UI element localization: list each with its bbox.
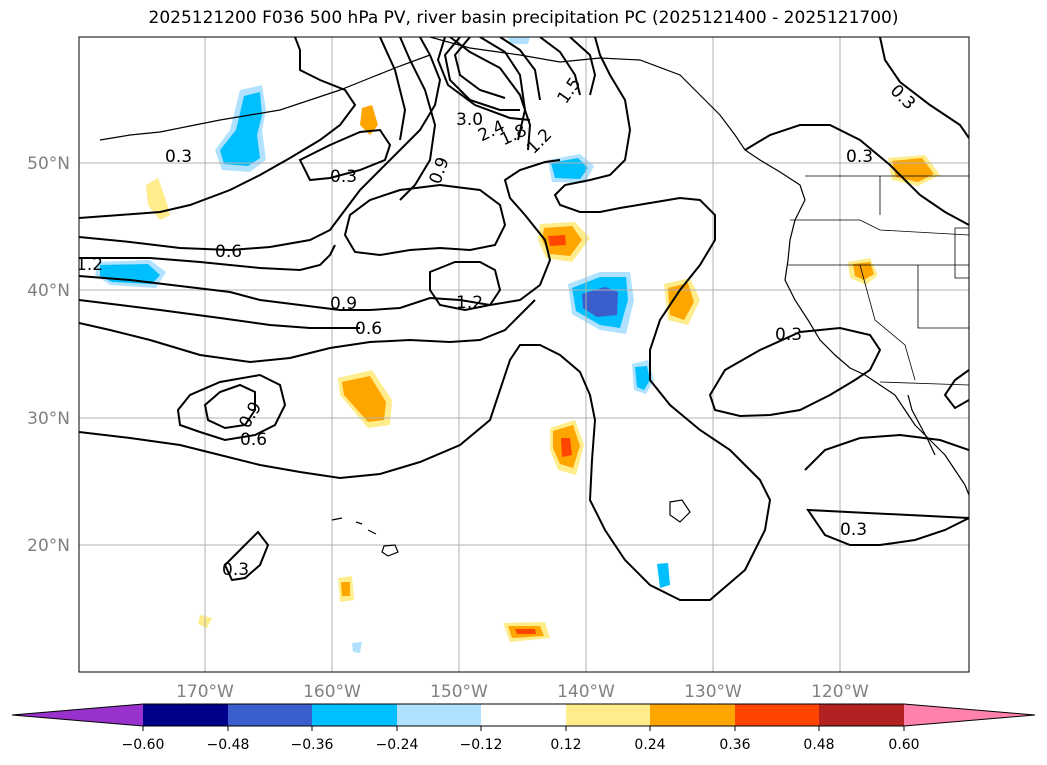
colorbar: −0.60 −0.48 −0.36 −0.24 −0.12 0.12 0.24 … bbox=[11, 703, 1036, 753]
colorbar-tick-label: −0.48 bbox=[207, 737, 250, 753]
chart-title: 2025121200 F036 500 hPa PV, river basin … bbox=[148, 8, 899, 28]
colorbar-segment bbox=[650, 704, 735, 726]
colorbar-tick-label: 0.48 bbox=[803, 737, 834, 753]
coastlines bbox=[99, 37, 969, 557]
contour-label: 0.3 bbox=[840, 520, 867, 540]
colorbar-segment bbox=[566, 704, 650, 726]
colorbar-segment bbox=[312, 704, 397, 726]
lon-label: 130°W bbox=[684, 682, 742, 702]
latitude-labels: 50°N 40°N 30°N 20°N bbox=[27, 154, 70, 556]
contour-label: 0.6 bbox=[215, 242, 242, 262]
pv-contours bbox=[79, 37, 969, 601]
colorbar-tick-label: 0.36 bbox=[719, 737, 750, 753]
state-boundaries bbox=[788, 175, 969, 386]
lat-label: 30°N bbox=[27, 409, 70, 429]
contour-label: 0.6 bbox=[240, 430, 267, 450]
contour-label: 1.2 bbox=[456, 293, 483, 313]
lon-label: 120°W bbox=[811, 682, 869, 702]
colorbar-tick-label: 0.60 bbox=[888, 737, 919, 753]
colorbar-segment bbox=[481, 704, 566, 726]
map-frame bbox=[78, 36, 970, 673]
contour-label: 3.0 bbox=[456, 110, 483, 130]
colorbar-segment bbox=[397, 704, 481, 726]
colorbar-segment bbox=[735, 704, 819, 726]
contour-label: 0.3 bbox=[330, 167, 357, 187]
colorbar-tick-label: 0.12 bbox=[550, 737, 581, 753]
colorbar-segment bbox=[143, 704, 228, 726]
lon-label: 170°W bbox=[176, 682, 234, 702]
contour-label: 0.3 bbox=[846, 147, 873, 167]
lat-label: 40°N bbox=[27, 281, 70, 301]
colorbar-extend-right bbox=[904, 704, 1035, 726]
longitude-labels: 170°W 160°W 150°W 140°W 130°W 120°W bbox=[176, 682, 869, 702]
lon-label: 160°W bbox=[303, 682, 361, 702]
contour-label: 0.9 bbox=[330, 294, 357, 314]
colorbar-tick-label: −0.36 bbox=[291, 737, 334, 753]
contour-label: 0.3 bbox=[222, 560, 249, 580]
colorbar-tick-label: −0.24 bbox=[376, 737, 419, 753]
contour-label: 0.3 bbox=[775, 325, 802, 345]
colorbar-tick-label: 0.24 bbox=[634, 737, 665, 753]
contour-label: 0.6 bbox=[355, 319, 382, 339]
colorbar-segment bbox=[228, 704, 312, 726]
lon-label: 140°W bbox=[557, 682, 615, 702]
contour-label: 0.3 bbox=[165, 147, 192, 167]
gridlines bbox=[79, 37, 969, 672]
colorbar-extend-left bbox=[12, 704, 143, 726]
lon-label: 150°W bbox=[430, 682, 488, 702]
colorbar-segment bbox=[819, 704, 904, 726]
contour-label: 1.2 bbox=[76, 255, 103, 275]
lat-label: 50°N bbox=[27, 154, 70, 174]
colorbar-tick-label: −0.60 bbox=[122, 737, 165, 753]
colorbar-tick-label: −0.12 bbox=[460, 737, 503, 753]
lat-label: 20°N bbox=[27, 536, 70, 556]
